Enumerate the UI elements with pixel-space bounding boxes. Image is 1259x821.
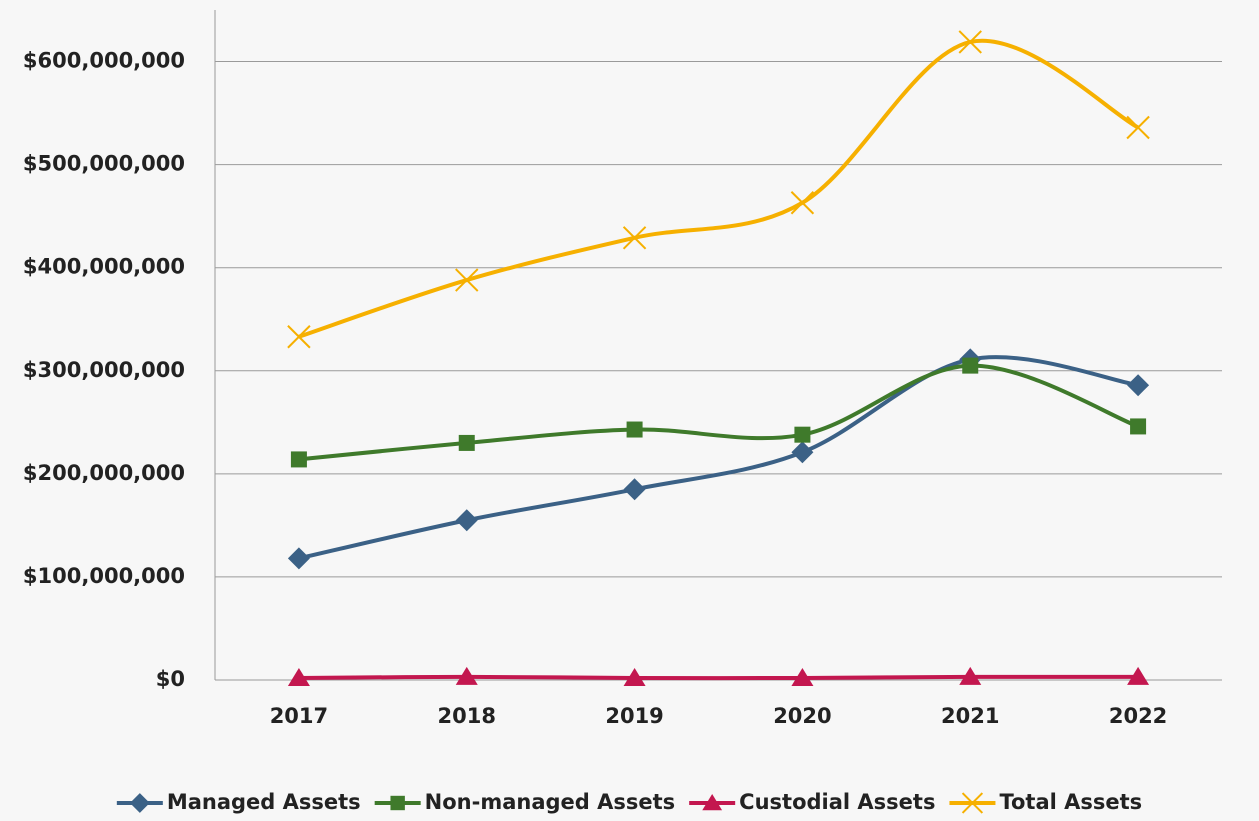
marker xyxy=(790,191,815,215)
marker xyxy=(962,357,979,374)
x-tick-label: 2021 xyxy=(941,704,999,728)
y-tick-label: $200,000,000 xyxy=(23,461,185,485)
x-tick-label: 2017 xyxy=(270,704,328,728)
marker xyxy=(129,793,150,813)
marker xyxy=(1127,666,1150,685)
y-tick-label: $400,000,000 xyxy=(23,255,185,279)
marker xyxy=(959,666,982,685)
legend-label: Non-managed Assets xyxy=(425,790,676,814)
x-tick-label: 2019 xyxy=(605,704,663,728)
legend-label: Managed Assets xyxy=(167,790,361,814)
marker xyxy=(455,666,478,685)
marker xyxy=(623,478,646,501)
series-line xyxy=(298,674,1139,681)
marker xyxy=(794,426,811,443)
marker xyxy=(290,451,307,468)
marker xyxy=(623,667,646,686)
marker xyxy=(1126,115,1150,140)
marker xyxy=(287,325,311,349)
marker xyxy=(287,547,310,570)
y-tick-label: $0 xyxy=(156,667,185,691)
series-line xyxy=(298,38,1140,339)
marker xyxy=(961,792,984,814)
legend: Managed Assets Non-managed Assets Custodia… xyxy=(116,790,1142,814)
marker xyxy=(458,434,475,451)
marker xyxy=(455,509,478,532)
marker xyxy=(626,421,643,438)
y-tick-label: $600,000,000 xyxy=(23,49,185,73)
marker xyxy=(287,667,310,686)
marker xyxy=(390,795,405,811)
y-tick-label: $300,000,000 xyxy=(23,358,185,382)
marker xyxy=(791,441,814,464)
marker xyxy=(1130,418,1147,435)
marker xyxy=(455,268,479,292)
x-tick-label: 2022 xyxy=(1109,704,1167,728)
x-tick-label: 2018 xyxy=(438,704,496,728)
series-line xyxy=(298,363,1139,462)
series-line xyxy=(298,355,1139,561)
x-tick-label: 2020 xyxy=(773,704,831,728)
marker xyxy=(791,667,814,686)
y-tick-label: $100,000,000 xyxy=(23,564,185,588)
marker xyxy=(622,226,647,250)
marker xyxy=(1127,374,1150,397)
marker xyxy=(958,30,982,54)
y-tick-label: $500,000,000 xyxy=(23,152,185,176)
legend-label: Total Assets xyxy=(999,790,1142,814)
marker xyxy=(702,794,723,811)
legend-label: Custodial Assets xyxy=(739,790,935,814)
